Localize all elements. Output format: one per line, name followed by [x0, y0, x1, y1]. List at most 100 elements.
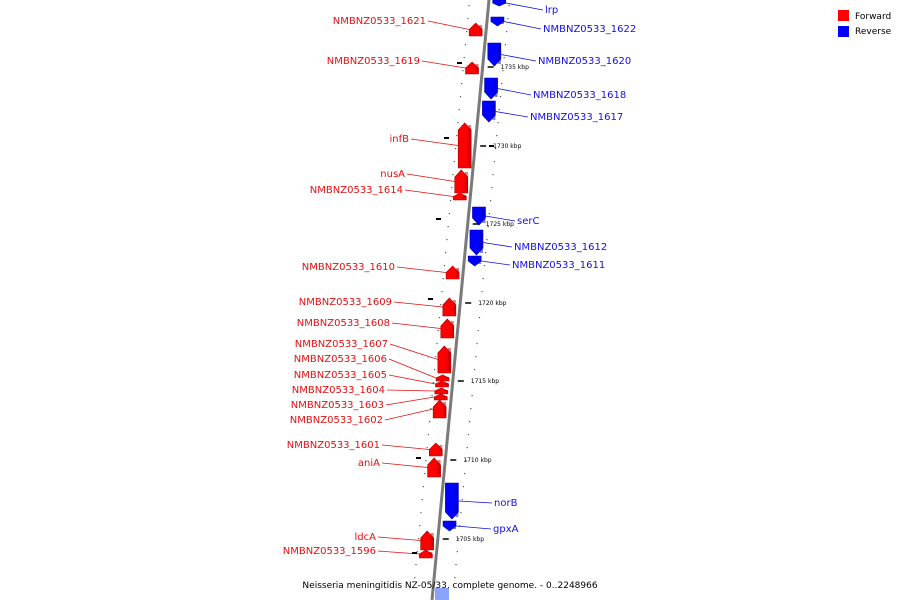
minor-tick	[491, 187, 493, 189]
gene-label-forward: ldcA	[355, 532, 377, 543]
feature-marker	[444, 137, 449, 139]
label-leader	[427, 20, 470, 30]
minor-tick	[464, 44, 467, 46]
minor-tick	[482, 278, 484, 280]
minor-tick	[424, 473, 426, 475]
gene-arrow	[442, 297, 457, 317]
gene-label-forward: NMBNZ0533_1604	[292, 385, 385, 396]
minor-tick	[466, 31, 468, 33]
label-leader	[406, 173, 455, 182]
label-leader	[385, 396, 435, 406]
gene-label-forward: NMBNZ0533_1601	[287, 440, 380, 451]
gene-label-forward: NMBNZ0533_1603	[291, 400, 384, 411]
minor-tick	[453, 161, 455, 163]
minor-tick	[503, 57, 505, 59]
minor-tick	[419, 525, 421, 527]
minor-tick	[478, 317, 481, 319]
minor-tick	[464, 473, 466, 475]
label-leader	[455, 525, 492, 530]
minor-tick	[486, 239, 488, 241]
label-leader	[404, 189, 454, 197]
label-leader	[388, 374, 436, 385]
label-leader	[497, 88, 532, 96]
minor-tick	[463, 57, 465, 59]
gene-arrow	[467, 255, 482, 267]
minor-tick	[429, 421, 431, 423]
feature-marker	[489, 145, 494, 147]
minor-tick	[497, 122, 499, 124]
gene-arrow	[445, 482, 459, 520]
minor-tick	[460, 512, 462, 514]
minor-tick	[485, 252, 487, 254]
minor-tick	[506, 31, 508, 33]
minor-tick	[436, 343, 438, 345]
feature-marker	[428, 298, 433, 300]
gene-label-forward: NMBNZ0533_1607	[295, 339, 388, 350]
minor-tick	[487, 226, 489, 228]
tick-label: 1715 kbp	[471, 378, 499, 385]
minor-tick	[469, 421, 471, 423]
minor-tick	[488, 213, 490, 215]
gene-label-forward: NMBNZ0533_1609	[299, 297, 392, 308]
minor-tick	[457, 538, 460, 540]
label-leader	[389, 343, 438, 360]
gene-label-forward: NMBNZ0533_1605	[294, 370, 387, 381]
minor-tick	[475, 356, 477, 358]
label-leader	[458, 500, 493, 504]
gene-arrow	[487, 42, 502, 67]
gene-arrow	[435, 380, 449, 388]
gene-label-forward: NMBNZ0533_1610	[302, 262, 395, 273]
gene-label-reverse: NMBNZ0533_1618	[533, 90, 626, 101]
minor-tick	[461, 83, 463, 85]
feature-marker	[457, 62, 462, 64]
label-leader	[495, 111, 529, 118]
gene-label-reverse: NMBNZ0533_1620	[538, 56, 631, 67]
minor-tick	[442, 278, 444, 280]
minor-tick	[446, 239, 448, 241]
gene-arrow	[437, 345, 452, 374]
label-leader	[386, 389, 435, 392]
label-leader	[410, 138, 459, 146]
minor-tick	[502, 70, 504, 72]
minor-tick	[473, 369, 476, 371]
label-leader	[396, 266, 447, 273]
label-leader	[384, 408, 434, 421]
gene-arrow	[490, 16, 505, 27]
minor-tick	[431, 395, 433, 397]
minor-tick	[426, 447, 428, 449]
minor-tick	[480, 304, 482, 306]
label-leader	[388, 358, 437, 379]
label-leader	[485, 215, 516, 222]
minor-tick	[471, 395, 473, 397]
gene-label-forward: NMBNZ0533_1608	[297, 318, 390, 329]
feature-marker	[436, 218, 441, 220]
minor-tick	[477, 330, 479, 332]
minor-tick	[493, 161, 495, 163]
label-leader	[505, 2, 544, 11]
label-leader	[381, 462, 428, 468]
gene-arrow	[453, 192, 467, 201]
minor-tick	[461, 499, 463, 501]
tick-label: 1725 kbp	[486, 221, 514, 228]
gene-label-forward: aniA	[358, 458, 380, 469]
minor-tick	[498, 109, 500, 111]
minor-tick	[445, 252, 447, 254]
gene-label-reverse: lrp	[545, 5, 558, 16]
gene-arrow	[428, 442, 443, 457]
minor-tick	[494, 148, 497, 150]
minor-tick	[427, 434, 429, 436]
minor-tick	[501, 83, 503, 85]
feature-marker	[416, 457, 421, 459]
gene-arrow	[442, 520, 457, 532]
gene-arrow	[427, 457, 441, 478]
tick-label: 1735 kbp	[501, 64, 529, 71]
gene-label-forward: nusA	[380, 169, 405, 180]
minor-tick	[421, 499, 423, 501]
tick-label: 1720 kbp	[478, 300, 506, 307]
minor-tick	[450, 200, 452, 202]
minor-tick	[425, 460, 427, 462]
gene-label-forward: NMBNZ0533_1619	[327, 56, 420, 67]
gene-label-reverse: NMBNZ0533_1622	[543, 24, 636, 35]
gene-arrow	[433, 393, 448, 401]
gene-arrow	[482, 100, 496, 123]
